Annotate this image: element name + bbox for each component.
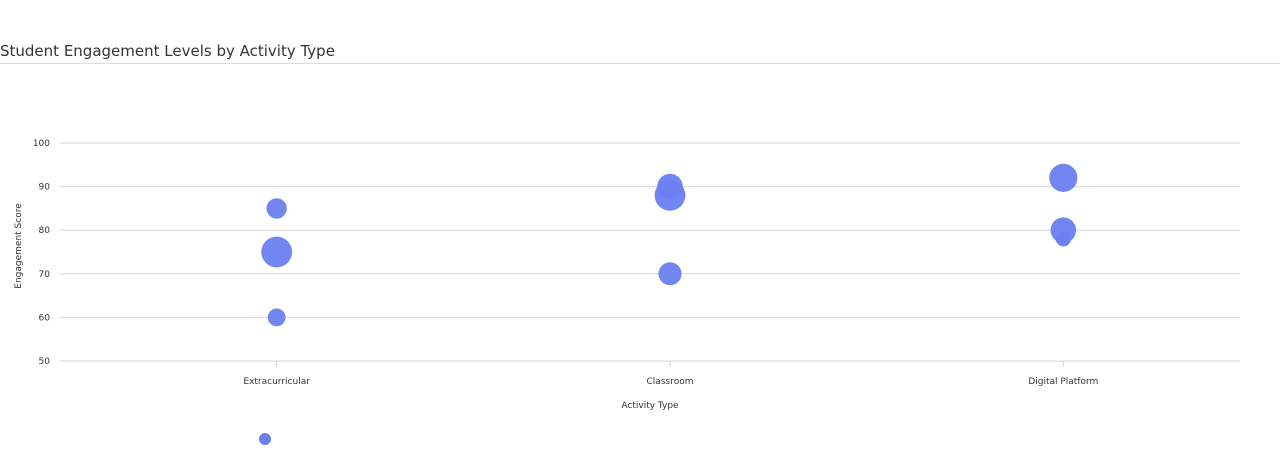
y-tick-label: 60 (39, 313, 51, 323)
y-tick-label: 90 (39, 183, 51, 193)
data-point[interactable] (658, 262, 682, 286)
x-tick-label: Classroom (647, 377, 694, 387)
chart-header: Student Engagement Levels by Activity Ty… (0, 38, 1280, 64)
x-axis-label: Activity Type (621, 401, 679, 411)
data-point[interactable] (654, 179, 686, 211)
legend-marker (259, 433, 271, 445)
data-point[interactable] (1049, 163, 1078, 192)
x-tick-label: Extracurricular (243, 377, 310, 387)
y-tick-label: 80 (39, 226, 51, 236)
y-tick-label: 70 (39, 270, 51, 280)
x-tick-label: Digital Platform (1028, 377, 1098, 387)
y-tick-label: 100 (33, 139, 50, 149)
page-title: Student Engagement Levels by Activity Ty… (0, 42, 335, 60)
data-point[interactable] (261, 236, 293, 268)
gridlines (60, 142, 1240, 362)
axes: 50 60 70 80 90 100 Extracurricular Classroom Dig… (33, 139, 1099, 387)
data-point[interactable] (266, 198, 287, 219)
y-axis-label: Engagement Score (14, 203, 24, 289)
data-point[interactable] (267, 308, 286, 327)
data-point[interactable] (1055, 231, 1071, 247)
data-points (261, 163, 1078, 327)
y-tick-label: 50 (39, 357, 51, 367)
